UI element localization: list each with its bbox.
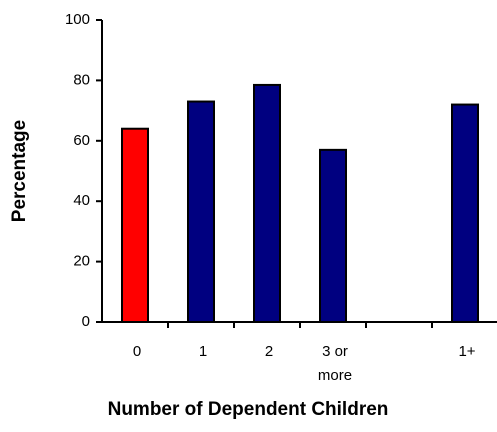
y-tick-label: 60 bbox=[73, 132, 90, 149]
bar bbox=[121, 127, 149, 323]
y-tick-label: 0 bbox=[82, 313, 90, 330]
bar bbox=[451, 103, 479, 323]
x-axis-title: Number of Dependent Children bbox=[108, 399, 389, 420]
x-tick-label: 1+ bbox=[458, 343, 476, 360]
y-tick-label: 20 bbox=[73, 253, 90, 270]
x-tick-label: 1 bbox=[198, 343, 208, 360]
y-tick-label: 40 bbox=[73, 192, 90, 209]
bar bbox=[253, 83, 281, 324]
bar bbox=[187, 100, 215, 324]
x-tick-label: 2 bbox=[264, 343, 274, 360]
y-axis-title: Percentage bbox=[9, 120, 30, 222]
y-tick-label: 100 bbox=[65, 11, 90, 28]
y-tick-label: 80 bbox=[73, 71, 90, 88]
x-tick-label: 0 bbox=[132, 343, 142, 360]
bar bbox=[319, 148, 347, 323]
x-tick-label: 3 or more bbox=[317, 343, 353, 384]
